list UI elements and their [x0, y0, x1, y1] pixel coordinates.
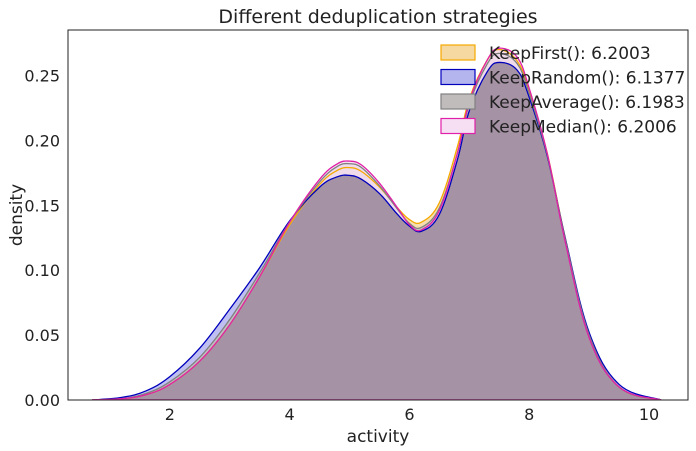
legend-swatch — [440, 68, 476, 86]
legend-swatch — [440, 93, 476, 110]
x-tick-label: 4 — [285, 405, 295, 424]
x-axis-label: activity — [347, 427, 410, 447]
legend-swatch — [440, 117, 476, 135]
overlap-area — [91, 62, 662, 400]
x-tick-label: 10 — [639, 405, 659, 424]
x-tick-label: 8 — [524, 405, 534, 424]
chart-title: Different deduplication strategies — [218, 6, 537, 28]
legend: KeepFirst(): 6.2003 KeepRandom(): 6.1377 K… — [440, 44, 685, 138]
legend-entry: KeepMedian(): 6.2006 — [489, 118, 677, 138]
y-tick-label: 0.20 — [24, 131, 60, 150]
y-tick-label: 0.15 — [24, 196, 60, 215]
legend-swatch — [440, 44, 476, 61]
plot-frame — [67, 29, 689, 401]
legend-entry: KeepRandom(): 6.1377 — [489, 69, 685, 89]
line-keepmedian — [91, 47, 662, 400]
y-tick-label: 0.00 — [24, 391, 60, 410]
y-tick-label: 0.25 — [24, 66, 60, 85]
y-tick-label: 0.10 — [24, 261, 60, 280]
y-axis-label: density — [7, 184, 27, 246]
x-tick-label: 2 — [165, 405, 175, 424]
plot-area — [91, 47, 662, 400]
x-tick-label: 6 — [404, 405, 414, 424]
legend-entry: KeepFirst(): 6.2003 — [489, 44, 651, 64]
x-axis: 2 4 6 8 10 — [165, 405, 660, 424]
legend-entry: KeepAverage(): 6.1983 — [489, 93, 685, 113]
y-tick-label: 0.05 — [24, 326, 60, 345]
y-axis: 0.00 0.05 0.10 0.15 0.20 0.25 — [24, 66, 60, 410]
